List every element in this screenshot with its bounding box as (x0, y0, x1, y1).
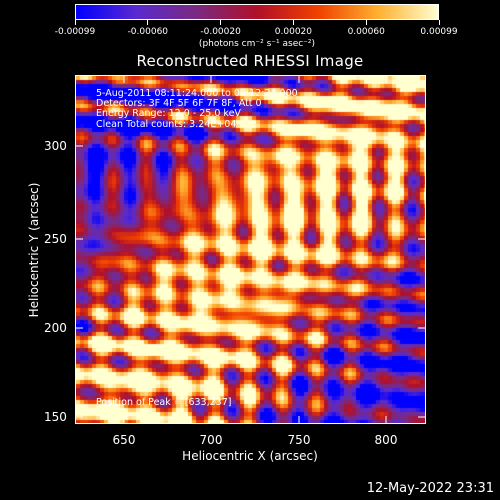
detectors-label: Detectors: 3F 4F 5F 6F 7F 8F, Att 0 (96, 98, 262, 109)
colorbar-tick-label: -0.00099 (54, 27, 96, 37)
x-tick-label: 650 (112, 433, 136, 447)
time-range-label: 5-Aug-2011 08:11:24.000 to 08:12:24.000 (96, 88, 298, 99)
y-tick-label: 250 (44, 232, 67, 246)
colorbar (75, 4, 439, 20)
colorbar-tick-label: -0.00020 (200, 27, 241, 37)
y-tick-label: 150 (44, 410, 67, 424)
image-title: Reconstructed RHESSI Image (136, 52, 364, 70)
x-tick-label: 800 (374, 433, 398, 447)
colorbar-units: (photons cm⁻² s⁻¹ asec⁻²) (198, 39, 316, 49)
image-plot: 5-Aug-2011 08:11:24.000 to 08:12:24.000 … (75, 75, 426, 424)
y-tick-label: 300 (44, 139, 67, 153)
colorbar-tick-label: 0.00099 (420, 27, 458, 37)
x-axis-label: Heliocentric X (arcsec) (182, 449, 318, 463)
colorbar-tick (292, 20, 294, 25)
footer-date: 12-May-2022 23:31 (366, 481, 494, 496)
peak-position-label: Position of Peak = [633,237] (96, 397, 232, 408)
energy-range-label: Energy Range: 12.0 - 25.0 keV (96, 108, 241, 119)
clean-counts-label: Clean Total counts: 3.24E+04 (96, 119, 237, 130)
colorbar-tick-label: 0.00020 (274, 27, 312, 37)
colorbar-tick (365, 20, 367, 25)
y-tick-label: 200 (44, 321, 67, 335)
colorbar-tick-label: -0.00060 (127, 27, 169, 37)
colorbar-tick-label: 0.00060 (347, 27, 385, 37)
y-axis-label: Heliocentric Y (arcsec) (27, 182, 41, 318)
colorbar-tick (147, 20, 149, 25)
colorbar-tick (220, 20, 222, 25)
colorbar-tick (74, 20, 76, 25)
colorbar-tick (438, 20, 440, 25)
x-tick-label: 700 (199, 433, 223, 447)
x-tick-label: 750 (287, 433, 311, 447)
rhessi-image-map (76, 76, 425, 423)
